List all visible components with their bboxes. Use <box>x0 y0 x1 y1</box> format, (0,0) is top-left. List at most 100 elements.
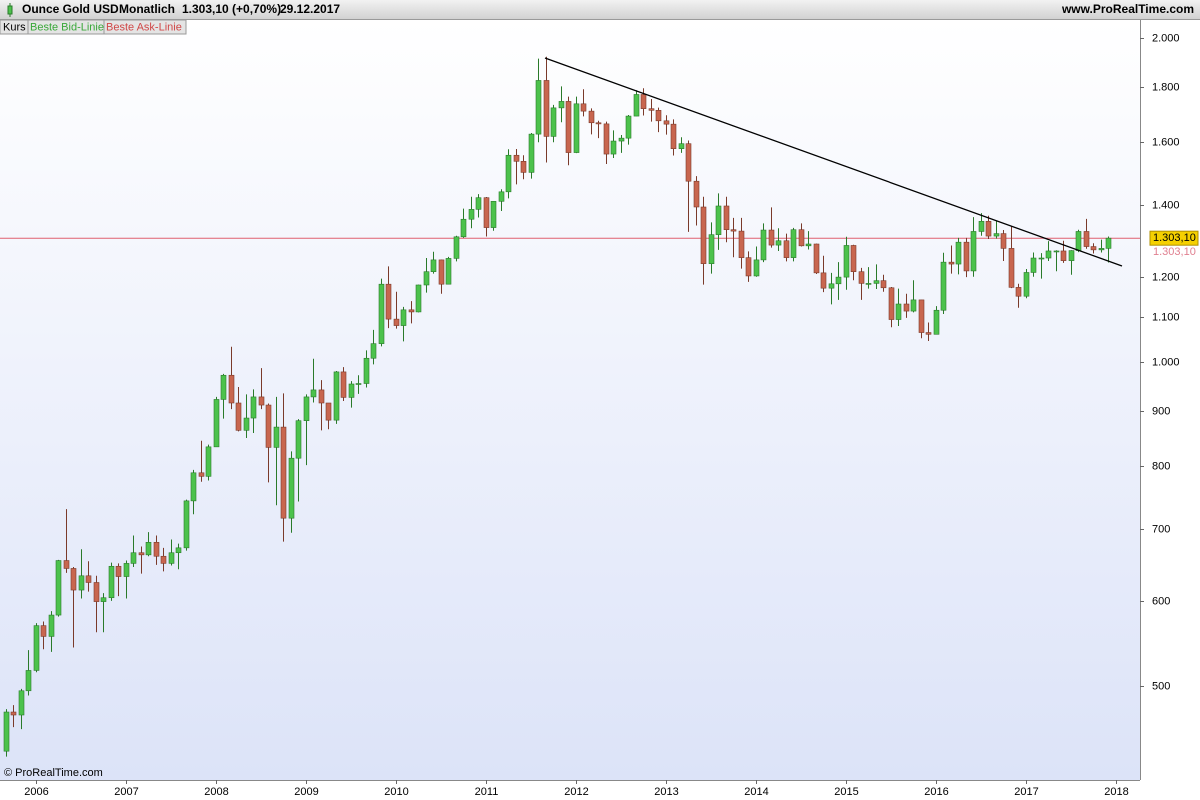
candle-body <box>648 108 655 111</box>
candle-body <box>745 257 752 277</box>
candle-body <box>693 180 700 208</box>
plot-area <box>0 56 1140 757</box>
y-tick-label: 1.600 <box>1152 136 1180 148</box>
candle-body <box>40 625 47 637</box>
candle-body <box>805 243 812 247</box>
candle-body <box>603 123 610 155</box>
candle-body <box>453 236 460 259</box>
y-tick-label: 1.200 <box>1152 271 1180 283</box>
candle-body <box>775 240 782 246</box>
candle-body <box>123 563 130 577</box>
candle-body <box>850 245 857 272</box>
candle-body <box>498 191 505 202</box>
candle-body <box>970 231 977 272</box>
candle-body <box>933 309 940 335</box>
candle-body <box>888 287 895 320</box>
candle-body <box>1068 250 1075 261</box>
candle-body <box>303 396 310 421</box>
candle-body <box>768 229 775 246</box>
candle-body <box>325 402 332 421</box>
candle-body <box>835 276 842 285</box>
candle-body <box>378 283 385 344</box>
candle-body <box>235 402 242 431</box>
x-tick-label: 2007 <box>114 786 138 798</box>
candle-body <box>895 303 902 320</box>
candle-body <box>3 711 10 752</box>
axis-background <box>0 780 1140 800</box>
candle-body <box>408 309 415 313</box>
candle-body <box>468 209 475 220</box>
candle-body <box>550 107 557 137</box>
candle-body <box>738 230 745 258</box>
candle-body <box>655 110 662 122</box>
x-tick-label: 2009 <box>294 786 318 798</box>
x-tick-label: 2011 <box>475 786 499 798</box>
legend-item: Beste Ask-Linie <box>106 21 182 33</box>
candle-body <box>513 154 520 162</box>
candle-body <box>595 122 602 125</box>
y-tick-label: 1.100 <box>1152 311 1180 323</box>
change: 1.303,10 (+0,70%) <box>182 2 281 16</box>
header-bar <box>0 0 1200 20</box>
candle-body <box>820 272 827 289</box>
candle-body <box>1023 272 1030 297</box>
candle-body <box>1053 250 1060 253</box>
candle-body <box>828 283 835 289</box>
candle-body <box>48 614 55 637</box>
candle-body <box>355 383 362 385</box>
candle-body <box>543 80 550 137</box>
candle-body <box>505 154 512 193</box>
candle-body <box>678 143 685 149</box>
candle-body <box>565 101 572 153</box>
candle-body <box>198 472 205 477</box>
candle-body <box>873 280 880 284</box>
candle-body <box>1015 287 1022 297</box>
candle-body <box>843 245 850 278</box>
x-tick-label: 2006 <box>24 786 48 798</box>
candle-body <box>858 271 865 284</box>
candle-body <box>558 101 565 109</box>
candle-body <box>265 404 272 448</box>
candle-body <box>160 555 167 564</box>
candle-body <box>963 241 970 272</box>
candle-body <box>310 389 317 398</box>
chart-title: Ounce Gold USD <box>22 2 119 16</box>
candle-body <box>813 243 820 274</box>
candle-body <box>1105 237 1112 249</box>
candle-body <box>618 137 625 142</box>
candle-body <box>985 221 992 237</box>
axis-background <box>1140 20 1200 800</box>
candle-body <box>70 568 77 591</box>
legend-box <box>103 19 187 35</box>
candle-body <box>78 575 85 591</box>
candle-body <box>940 261 947 311</box>
y-tick-label: 800 <box>1152 460 1170 472</box>
candle-body <box>385 283 392 320</box>
candle-body <box>1038 257 1045 260</box>
candle-body <box>790 229 797 258</box>
candle-body <box>700 206 707 264</box>
candle-body <box>220 374 227 400</box>
candle-body <box>348 383 355 398</box>
price-ask-label: 1.303,10 <box>1153 246 1196 258</box>
candle-body <box>535 80 542 135</box>
candle-body <box>108 565 115 599</box>
candle-body <box>115 565 122 577</box>
x-tick-label: 2012 <box>564 786 588 798</box>
candle-body <box>625 115 632 139</box>
watermark: © ProRealTime.com <box>4 767 103 779</box>
candle-body <box>685 143 692 182</box>
candle-body <box>168 552 175 564</box>
candle-body <box>483 197 490 228</box>
candle-body <box>100 597 107 602</box>
candle-body <box>573 103 580 153</box>
source: www.ProRealTime.com <box>1061 2 1194 16</box>
candle-body <box>318 389 325 404</box>
candle-body <box>520 161 527 173</box>
candle-body <box>1075 231 1082 251</box>
x-tick-label: 2016 <box>924 786 948 798</box>
candle-body <box>955 241 962 265</box>
x-tick-label: 2018 <box>1104 786 1128 798</box>
candle-body <box>633 94 640 117</box>
